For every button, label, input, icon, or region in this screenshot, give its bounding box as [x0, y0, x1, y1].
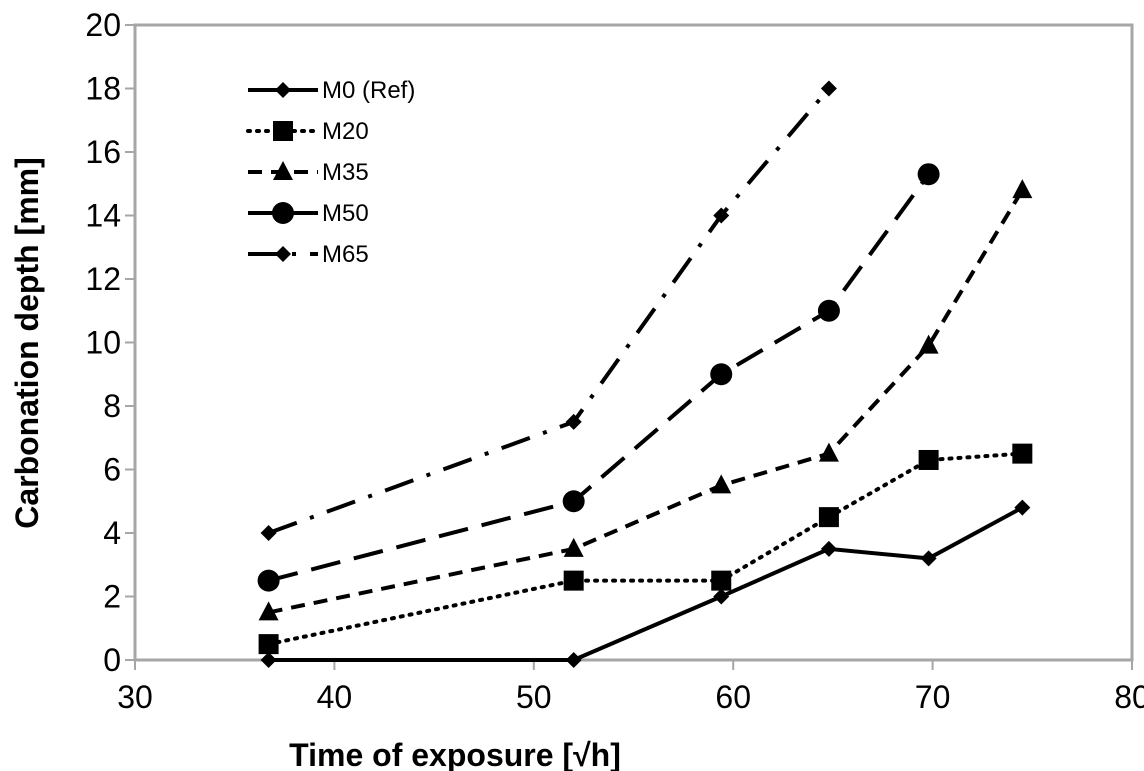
y-tick-label: 6 — [103, 452, 121, 488]
y-tick-label: 18 — [85, 71, 121, 107]
legend-marker — [272, 202, 294, 224]
y-tick-label: 16 — [85, 134, 121, 170]
data-point — [258, 634, 279, 655]
y-tick-label: 4 — [103, 515, 121, 551]
y-tick-label: 2 — [103, 579, 121, 615]
data-point — [260, 652, 277, 668]
x-tick-label: 70 — [915, 679, 951, 715]
series-line — [267, 87, 831, 535]
y-axis: 0 2 4 6 8 10 12 14 16 18 20 — [85, 7, 135, 678]
data-point — [818, 442, 839, 462]
data-point — [1012, 179, 1033, 199]
series-3 — [257, 163, 940, 592]
legend-marker — [275, 82, 291, 98]
data-point — [918, 334, 939, 354]
data-point — [257, 569, 280, 592]
legend-marker — [273, 121, 293, 141]
y-tick-label: 12 — [85, 261, 121, 297]
y-tick-label: 20 — [85, 7, 121, 43]
data-point — [817, 299, 840, 322]
y-tick-label: 10 — [85, 325, 121, 361]
legend-item: M65 — [248, 241, 369, 268]
data-point — [563, 570, 584, 591]
series-line — [268, 189, 1025, 615]
legend-label: M0 (Ref) — [322, 77, 415, 104]
series-1 — [258, 443, 1033, 655]
data-point — [1012, 443, 1033, 464]
x-tick-label: 40 — [317, 679, 353, 715]
data-point — [918, 449, 939, 470]
data-point — [711, 474, 732, 494]
x-axis-title: Time of exposure [√h] — [289, 737, 621, 771]
legend: M0 (Ref) M20 M35 M50 M65 — [246, 77, 415, 268]
data-point — [820, 80, 837, 97]
data-point — [562, 490, 585, 513]
legend-label: M20 — [322, 118, 369, 145]
series-line — [266, 451, 1025, 647]
y-tick-label: 8 — [103, 388, 121, 424]
legend-marker — [273, 161, 293, 180]
data-point — [563, 537, 584, 557]
series-line — [268, 505, 1024, 662]
data-point — [713, 588, 730, 605]
legend-item: M35 — [248, 159, 369, 186]
data-point — [711, 570, 732, 591]
data-point — [565, 652, 582, 668]
data-point — [917, 163, 940, 186]
series-4 — [260, 80, 837, 541]
y-axis-title: Carbonation depth [mm] — [9, 157, 45, 529]
data-point — [713, 207, 730, 224]
data-point — [820, 540, 837, 557]
legend-marker — [275, 246, 291, 262]
plot-frame — [133, 23, 1134, 662]
x-tick-label: 80 — [1114, 679, 1144, 715]
series-0 — [260, 499, 1031, 668]
data-point — [565, 413, 582, 430]
legend-label: M50 — [322, 200, 369, 227]
data-point — [710, 363, 733, 386]
legend-label: M65 — [322, 241, 369, 268]
legend-item: M0 (Ref) — [248, 77, 415, 104]
legend-item: M50 — [248, 200, 369, 227]
data-point — [818, 507, 839, 528]
y-tick-label: 14 — [85, 198, 121, 234]
series-2 — [258, 179, 1033, 621]
data-point — [1014, 499, 1031, 516]
x-tick-label: 60 — [715, 679, 751, 715]
series-layer — [257, 80, 1033, 668]
data-point — [258, 601, 279, 621]
x-tick-label: 50 — [516, 679, 552, 715]
data-point — [260, 525, 277, 541]
data-point — [920, 550, 937, 567]
legend-item: M20 — [246, 118, 369, 145]
legend-label: M35 — [322, 159, 369, 186]
x-axis: 30 40 50 60 70 80 — [117, 660, 1144, 715]
y-tick-label: 0 — [103, 642, 121, 678]
x-tick-label: 30 — [117, 679, 153, 715]
